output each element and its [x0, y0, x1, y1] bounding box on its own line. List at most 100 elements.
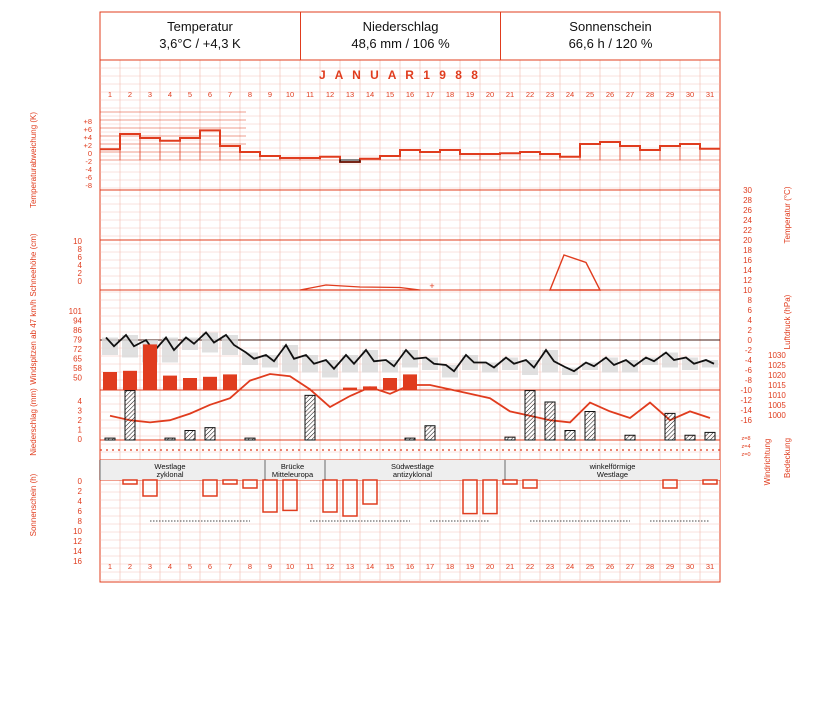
- axis-label-sunshine: Sonnenschein (h): [29, 473, 38, 536]
- day-label-top: 30: [686, 90, 694, 99]
- sunshine-bar: [142, 479, 158, 497]
- tick-temperature: 0: [748, 336, 753, 345]
- temp-range-bar: [202, 332, 218, 353]
- day-label-top: 24: [566, 90, 574, 99]
- tick-temperature: -10: [740, 386, 752, 395]
- tick-pressure: 1005: [768, 401, 786, 410]
- tick-deviation: 0: [88, 149, 92, 158]
- weather-type-label: antizyklonal: [393, 470, 433, 479]
- tick-precip: 1: [78, 426, 83, 435]
- snow-trace-mark: +: [429, 281, 434, 291]
- temp-range-bar: [162, 337, 178, 363]
- tick-temperature: -14: [740, 406, 752, 415]
- tick-deviation: -8: [85, 181, 92, 190]
- day-label-top: 19: [466, 90, 474, 99]
- axis-label-temperature: Temperatur (°C): [783, 186, 792, 243]
- series-snow-1: [299, 284, 421, 291]
- tick-temperature: -2: [745, 346, 753, 355]
- header-temperature-title: Temperatur: [167, 19, 233, 34]
- day-label-top: 3: [148, 90, 152, 99]
- deviation-bar: [579, 143, 601, 161]
- temp-range-bar: [542, 350, 558, 373]
- deviation-bar: [679, 143, 701, 161]
- precip-bar: [204, 427, 216, 441]
- wind-bar: [383, 378, 397, 390]
- tick-precip: 2: [78, 416, 83, 425]
- weather-type-label: winkelförmige: [589, 462, 636, 471]
- day-label-bottom: 25: [586, 562, 594, 571]
- tick-pressure: 1030: [768, 351, 786, 360]
- tick-deviation: -2: [85, 157, 92, 166]
- day-label-bottom: 17: [426, 562, 434, 571]
- tick-snow: 8: [78, 245, 83, 254]
- weather-type-label: Westlage: [154, 462, 185, 471]
- day-label-bottom: 2: [128, 562, 132, 571]
- tick-cloud: z=4: [741, 444, 750, 450]
- chart-labels: 1122334455667788991010111112121313141415…: [29, 90, 792, 571]
- tick-sunshine: 8: [78, 517, 83, 526]
- tick-deviation: +6: [83, 125, 92, 134]
- precip-bar: [244, 437, 256, 441]
- tick-temperature: 4: [748, 316, 753, 325]
- day-label-top: 4: [168, 90, 172, 99]
- tick-pressure: 1010: [768, 391, 786, 400]
- day-label-top: 21: [506, 90, 514, 99]
- tick-cloud: z=0: [741, 452, 750, 458]
- chart-shading: [100, 111, 720, 480]
- day-label-bottom: 5: [188, 562, 192, 571]
- precip-bar: [164, 437, 176, 441]
- day-label-bottom: 10: [286, 562, 294, 571]
- day-label-top: 31: [706, 90, 714, 99]
- header-sunshine-value: 66,6 h / 120 %: [568, 36, 653, 51]
- temp-range-bar: [122, 335, 138, 358]
- day-label-top: 8: [248, 90, 252, 99]
- temp-range-bar: [322, 360, 338, 378]
- sunshine-bar: [202, 479, 218, 497]
- tick-sunshine: 2: [78, 487, 83, 496]
- day-label-top: 27: [626, 90, 634, 99]
- tick-pressure: 1020: [768, 371, 786, 380]
- tick-temperature: -4: [745, 356, 753, 365]
- day-label-bottom: 23: [546, 562, 554, 571]
- deviation-bar: [699, 148, 721, 161]
- day-label-top: 29: [666, 90, 674, 99]
- temp-range-bar: [482, 362, 498, 373]
- temp-range-bar: [622, 360, 638, 373]
- precip-bar: [624, 434, 636, 441]
- tick-deviation: +4: [83, 133, 92, 142]
- day-label-top: 25: [586, 90, 594, 99]
- header-precipitation: Niederschlag 48,6 mm / 106 %: [301, 12, 501, 60]
- day-label-bottom: 28: [646, 562, 654, 571]
- day-label-top: 10: [286, 90, 294, 99]
- weather-band: [100, 460, 720, 480]
- deviation-bar: [399, 149, 421, 161]
- temp-range-bar: [382, 360, 398, 373]
- wind-bar: [183, 378, 197, 390]
- day-label-top: 11: [306, 90, 314, 99]
- tick-snow: 0: [78, 277, 83, 286]
- tick-wind: 101: [69, 307, 83, 316]
- precip-bar: [524, 390, 536, 441]
- day-label-bottom: 18: [446, 562, 454, 571]
- weather-type-label: Mitteleuropa: [272, 470, 314, 479]
- header-precipitation-title: Niederschlag: [362, 19, 439, 34]
- tick-temperature: -16: [740, 416, 752, 425]
- day-label-bottom: 21: [506, 562, 514, 571]
- tick-wind: 50: [73, 374, 82, 383]
- deviation-bar: [339, 159, 361, 163]
- day-label-bottom: 3: [148, 562, 152, 571]
- tick-sunshine: 10: [73, 527, 82, 536]
- temp-range-bar: [442, 365, 458, 378]
- temp-range-bar: [302, 355, 318, 373]
- precip-bar: [584, 411, 596, 441]
- tick-wind: 86: [73, 326, 82, 335]
- tick-deviation: +2: [83, 141, 92, 150]
- temp-range-bar: [362, 350, 378, 373]
- tick-sunshine: 16: [73, 557, 82, 566]
- day-label-top: 13: [346, 90, 354, 99]
- day-label-bottom: 19: [466, 562, 474, 571]
- temp-range-bar: [402, 350, 418, 368]
- sunshine-bar: [462, 479, 478, 515]
- day-label-top: 5: [188, 90, 192, 99]
- tick-pressure: 1000: [768, 411, 786, 420]
